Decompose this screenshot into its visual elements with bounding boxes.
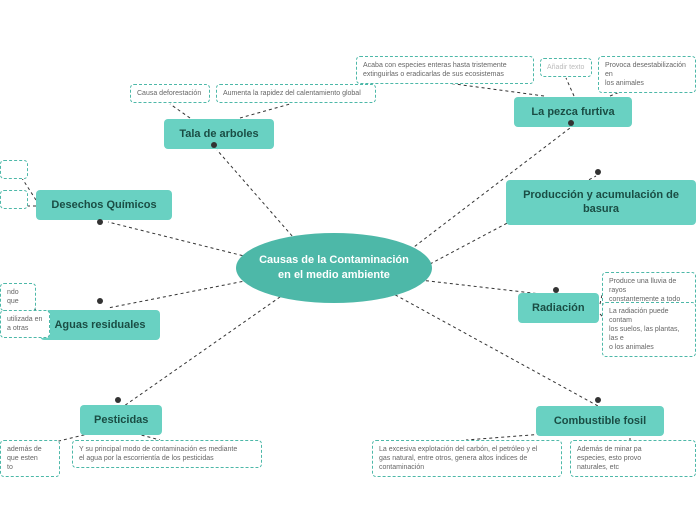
leaf-pezca-8[interactable]: Acaba con especies enteras hasta tristem…	[356, 56, 534, 84]
leaf-pesticidas-6[interactable]: además deque estento	[0, 440, 60, 477]
leaf-aguas-4[interactable]: ndo que	[0, 283, 36, 311]
dot-7	[595, 397, 601, 403]
branch-pesticidas[interactable]: Pesticidas	[80, 405, 162, 435]
leaf-aguas-5[interactable]: utilizada ena otras	[0, 310, 50, 338]
branch-basura[interactable]: Producción y acumulación debasura	[506, 180, 696, 225]
branch-radiacion[interactable]: Radiación	[518, 293, 599, 323]
center-node[interactable]: Causas de la Contaminaciónen el medio am…	[236, 233, 432, 303]
dot-6	[553, 287, 559, 293]
leaf-pesticidas-7[interactable]: Y su principal modo de contaminación es …	[72, 440, 262, 468]
branch-aguas[interactable]: Aguas residuales	[40, 310, 160, 340]
leaf-tala-0[interactable]: Causa deforestación	[130, 84, 210, 103]
branch-fosil[interactable]: Combustible fosil	[536, 406, 664, 436]
dot-0	[211, 142, 217, 148]
branch-tala[interactable]: Tala de arboles	[164, 119, 274, 149]
dot-3	[115, 397, 121, 403]
dot-4	[568, 120, 574, 126]
center-label: Causas de la Contaminaciónen el medio am…	[259, 253, 409, 284]
dot-2	[97, 298, 103, 304]
leaf-radiacion-12[interactable]: La radiación puede contamlos suelos, las…	[602, 302, 696, 357]
dot-5	[595, 169, 601, 175]
leaf-pezca-9[interactable]: Añadir texto	[540, 58, 592, 77]
leaf-desechos-3[interactable]	[0, 190, 28, 209]
leaf-fosil-13[interactable]: La excesiva explotación del carbón, el p…	[372, 440, 562, 477]
leaf-desechos-2[interactable]	[0, 160, 28, 179]
leaf-pezca-10[interactable]: Provoca desestabilización enlos animales	[598, 56, 696, 93]
dot-1	[97, 219, 103, 225]
leaf-tala-1[interactable]: Aumenta la rapidez del calentamiento glo…	[216, 84, 376, 103]
leaf-fosil-14[interactable]: Además de minar paespecies, esto provona…	[570, 440, 696, 477]
branch-desechos[interactable]: Desechos Químicos	[36, 190, 172, 220]
